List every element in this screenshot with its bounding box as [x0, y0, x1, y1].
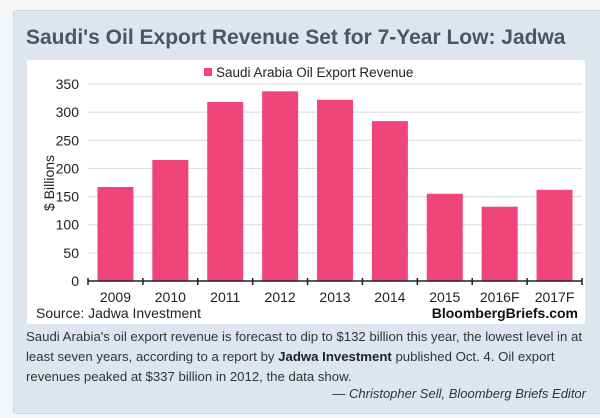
x-tick-label: 2013: [319, 289, 350, 305]
bar-2009: [97, 187, 134, 281]
y-tick-label: 150: [56, 189, 80, 205]
x-tick-label: 2009: [100, 289, 131, 305]
caption-text-2: published Oct. 4. Oil export revenues pe…: [26, 349, 555, 384]
chart-title: Saudi's Oil Export Revenue Set for 7-Yea…: [26, 26, 566, 49]
x-tick-label: 2010: [155, 289, 186, 305]
x-tick-label: 2016F: [480, 289, 520, 305]
brand-label: BloombergBriefs.com: [432, 305, 578, 321]
bar-2013: [317, 99, 353, 281]
y-tick-label: 350: [56, 76, 80, 92]
caption-bold: Jadwa Investment: [278, 349, 392, 364]
source-note: Source: Jadwa Investment: [36, 305, 201, 321]
y-tick-label: 200: [56, 160, 80, 176]
legend-label: Saudi Arabia Oil Export Revenue: [216, 65, 413, 80]
x-tick-label: 2012: [265, 289, 296, 305]
y-tick-label: 0: [71, 273, 79, 289]
y-axis-label: $ Billions: [41, 155, 57, 211]
bar-2010: [152, 159, 189, 281]
bar-2011: [207, 102, 244, 281]
byline: — Christopher Sell, Bloomberg Briefs Edi…: [332, 386, 586, 401]
x-tick-label: 2015: [429, 289, 460, 305]
legend-swatch: [204, 68, 212, 76]
y-tick-label: 50: [63, 245, 79, 261]
x-tick-label: 2014: [374, 289, 405, 305]
bar-2014: [371, 121, 408, 281]
x-tick-label: 2017F: [535, 289, 575, 305]
bar-2015: [426, 193, 463, 281]
caption-text-1: Saudi Arabia's oil export revenue is for…: [26, 329, 582, 364]
caption: Saudi Arabia's oil export revenue is for…: [26, 327, 586, 387]
bar-2017F: [536, 189, 573, 281]
x-tick-label: 2011: [210, 289, 240, 305]
y-tick-label: 300: [56, 104, 80, 120]
bar-2012: [262, 91, 299, 282]
bar-2016F: [481, 206, 518, 281]
y-tick-label: 250: [56, 132, 80, 148]
y-tick-label: 100: [56, 217, 80, 233]
